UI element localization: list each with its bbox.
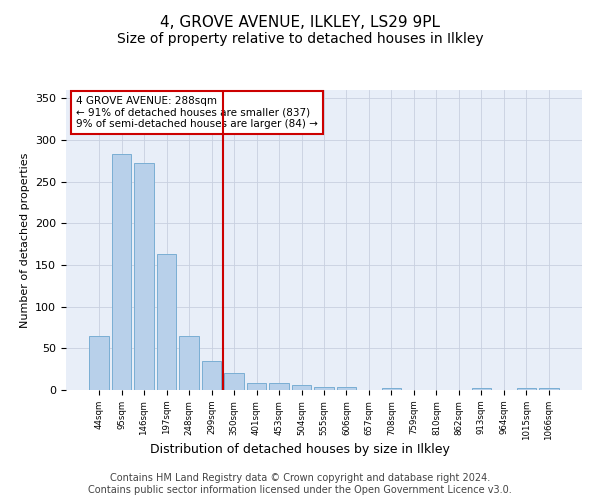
Bar xyxy=(539,388,559,390)
Bar xyxy=(314,386,334,390)
Bar xyxy=(202,361,221,390)
Bar xyxy=(89,336,109,390)
Text: Distribution of detached houses by size in Ilkley: Distribution of detached houses by size … xyxy=(150,442,450,456)
Bar xyxy=(292,385,311,390)
Bar xyxy=(179,336,199,390)
Text: 4 GROVE AVENUE: 288sqm
← 91% of detached houses are smaller (837)
9% of semi-det: 4 GROVE AVENUE: 288sqm ← 91% of detached… xyxy=(76,96,318,129)
Bar xyxy=(269,382,289,390)
Bar xyxy=(517,388,536,390)
Bar xyxy=(157,254,176,390)
Bar xyxy=(337,386,356,390)
Text: Size of property relative to detached houses in Ilkley: Size of property relative to detached ho… xyxy=(116,32,484,46)
Bar xyxy=(224,374,244,390)
Bar xyxy=(382,388,401,390)
Y-axis label: Number of detached properties: Number of detached properties xyxy=(20,152,29,328)
Bar xyxy=(112,154,131,390)
Bar xyxy=(134,164,154,390)
Text: 4, GROVE AVENUE, ILKLEY, LS29 9PL: 4, GROVE AVENUE, ILKLEY, LS29 9PL xyxy=(160,15,440,30)
Bar xyxy=(247,384,266,390)
Text: Contains HM Land Registry data © Crown copyright and database right 2024.
Contai: Contains HM Land Registry data © Crown c… xyxy=(88,474,512,495)
Bar xyxy=(472,388,491,390)
